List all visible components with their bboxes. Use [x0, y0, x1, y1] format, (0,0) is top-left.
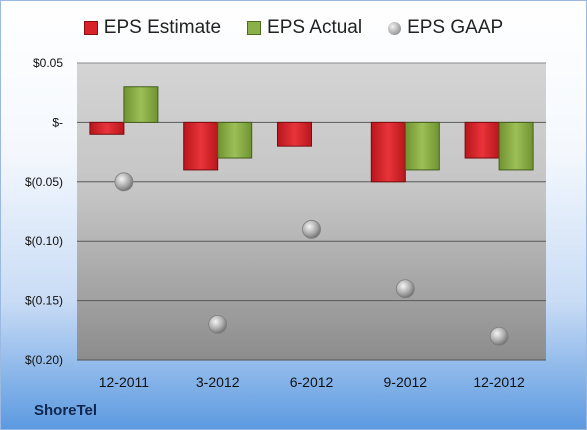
point-eps-gaap	[114, 172, 134, 192]
legend-swatch-gaap	[388, 21, 402, 35]
legend-swatch-estimate	[83, 21, 98, 35]
y-tick-label: $(0.10)	[25, 234, 63, 248]
legend-label-estimate: EPS Estimate	[103, 17, 222, 38]
y-tick-label: $-	[52, 115, 63, 129]
y-tick-label: $(0.20)	[25, 353, 63, 367]
y-tick-label: $(0.05)	[25, 175, 63, 189]
x-tick-label: 12-2011	[99, 374, 150, 390]
bar-eps-actual	[123, 86, 159, 123]
point-eps-gaap	[395, 279, 415, 299]
legend-swatch-actual	[247, 21, 262, 35]
point-eps-gaap	[489, 326, 509, 346]
bar-eps-actual	[404, 121, 440, 171]
x-tick-label: 6-2012	[290, 374, 334, 390]
legend-label-actual: EPS Actual	[267, 17, 363, 38]
point-eps-gaap	[208, 314, 228, 334]
company-name: ShoreTel	[34, 402, 98, 419]
legend-label-gaap: EPS GAAP	[407, 17, 504, 38]
bar-eps-estimate	[277, 121, 312, 147]
point-eps-gaap	[302, 219, 321, 239]
legend-item-gaap: EPS GAAP	[388, 17, 503, 39]
bar-eps-actual	[498, 121, 534, 171]
bar-eps-actual	[217, 121, 253, 159]
legend-item-actual: EPS Actual	[247, 17, 362, 39]
y-tick-label: $0.05	[33, 56, 63, 70]
bar-eps-estimate	[464, 121, 500, 159]
bar-eps-estimate	[370, 121, 406, 183]
x-tick-label: 12-2012	[473, 374, 525, 390]
x-tick-label: 3-2012	[196, 374, 240, 390]
legend: EPS Estimate EPS Actual EPS GAAP	[1, 17, 586, 39]
legend-item-estimate: EPS Estimate	[83, 17, 222, 39]
bar-eps-estimate	[183, 121, 219, 171]
bar-eps-estimate	[89, 121, 125, 135]
y-tick-label: $(0.15)	[25, 294, 63, 308]
x-tick-label: 9-2012	[384, 374, 428, 390]
